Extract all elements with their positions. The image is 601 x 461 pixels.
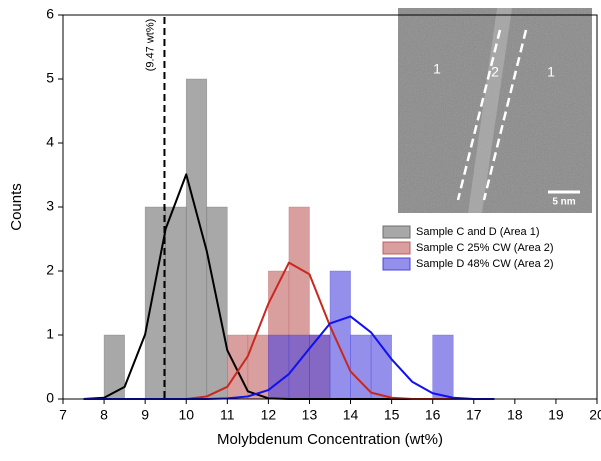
y-tick-label: 4 <box>46 134 54 150</box>
inset-label: 1 <box>433 61 441 77</box>
x-tick-label: 9 <box>141 407 149 423</box>
inset-label: 2 <box>491 64 499 80</box>
y-tick-label: 0 <box>46 390 54 406</box>
x-tick-label: 20 <box>589 407 601 423</box>
y-axis-title: Counts <box>8 183 25 231</box>
y-tick-label: 5 <box>46 70 54 86</box>
x-tick-label: 7 <box>59 407 67 423</box>
bar <box>144 206 166 400</box>
scale-bar-label: 5 nm <box>552 197 575 208</box>
bar <box>288 334 310 400</box>
x-tick-label: 15 <box>384 407 400 423</box>
legend-swatch <box>382 225 411 239</box>
y-tick-label: 1 <box>46 326 54 342</box>
legend-swatch <box>382 257 411 271</box>
x-tick-label: 10 <box>178 407 194 423</box>
inset-image: 1 2 1 5 nm <box>398 8 592 213</box>
x-tick-label: 12 <box>261 407 277 423</box>
bar <box>247 334 269 400</box>
y-tick-label: 6 <box>46 6 54 22</box>
x-tick-label: 17 <box>466 407 482 423</box>
bar <box>165 206 187 400</box>
x-tick-label: 11 <box>220 407 235 423</box>
bar <box>432 334 454 400</box>
y-tick-label: 3 <box>46 198 54 214</box>
y-tick-label: 2 <box>46 262 54 278</box>
reference-label: (9.47 wt%) <box>144 19 156 72</box>
x-tick-label: 13 <box>302 407 318 423</box>
x-tick-label: 16 <box>425 407 441 423</box>
legend-label: Sample D 48% CW (Area 2) <box>416 258 554 270</box>
inset-label: 1 <box>547 64 555 80</box>
legend-swatch <box>382 241 411 255</box>
x-tick-label: 8 <box>100 407 108 423</box>
legend-label: Sample C and D (Area 1) <box>416 226 540 238</box>
x-tick-label: 18 <box>507 407 523 423</box>
x-tick-label: 14 <box>343 407 359 423</box>
bar <box>268 334 290 400</box>
x-tick-label: 19 <box>548 407 564 423</box>
bar <box>227 334 249 400</box>
legend-label: Sample C 25% CW (Area 2) <box>416 242 554 254</box>
x-axis-title: Molybdenum Concentration (wt%) <box>217 431 443 448</box>
